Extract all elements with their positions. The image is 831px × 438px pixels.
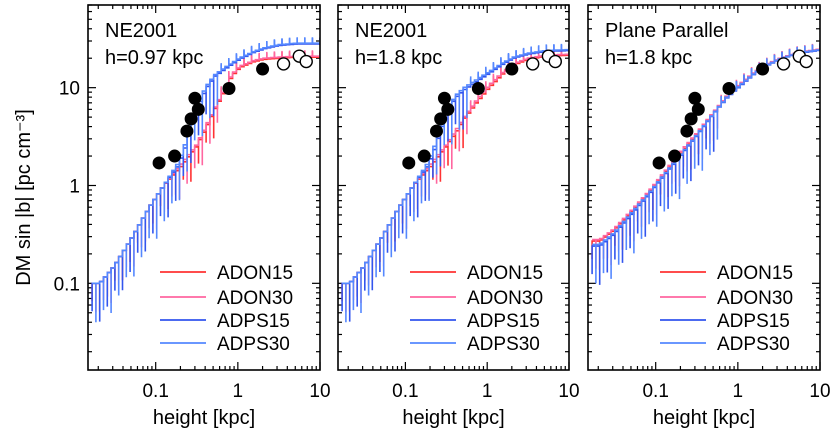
- data-point-filled: [223, 83, 235, 95]
- data-point-filled: [681, 125, 693, 137]
- x-tick-label: 0.1: [642, 381, 668, 402]
- data-point-filled: [757, 63, 769, 75]
- y-tick-label: 10: [59, 79, 80, 100]
- figure: 0.1 1 10 0.1 1 10 height [kpc] DM sin |b| [pc c…: [0, 0, 831, 438]
- data-point-filled: [153, 157, 165, 169]
- x-axis-label: height [kpc]: [653, 407, 755, 429]
- x-tick-label: 0.1: [392, 381, 418, 402]
- x-tick-label: 0.1: [142, 381, 168, 402]
- data-point-filled: [689, 92, 701, 104]
- panel-1: 0.1 1 10 0.1 1 10 height [kpc] DM sin |b| [pc c…: [13, 5, 331, 429]
- legend-label: ADPS30: [217, 334, 290, 355]
- legend-label: ADON15: [467, 263, 543, 284]
- series-line-adps30: [592, 43, 820, 283]
- data-point-open: [278, 58, 290, 70]
- data-point-filled: [723, 83, 735, 95]
- series-group: [592, 43, 820, 285]
- data-point-filled: [653, 157, 665, 169]
- data-point-filled: [189, 92, 201, 104]
- x-tick-label: 1: [482, 381, 493, 402]
- legend-label: ADON15: [217, 263, 293, 284]
- data-point-filled: [418, 150, 430, 162]
- legend-label: ADON30: [717, 288, 793, 309]
- data-point-filled: [669, 150, 681, 162]
- x-tick-label: 10: [558, 381, 579, 402]
- data-point-filled: [442, 103, 454, 115]
- x-tick-label: 1: [233, 381, 244, 402]
- data-point-filled: [181, 125, 193, 137]
- legend-label: ADPS30: [467, 334, 540, 355]
- legend-label: ADPS15: [467, 311, 540, 332]
- data-point-filled: [438, 92, 450, 104]
- legend-label: ADPS15: [717, 311, 790, 332]
- panel-title: NE2001: [355, 20, 427, 42]
- data-point-filled: [472, 83, 484, 95]
- legend-label: ADPS30: [717, 334, 790, 355]
- x-tick-label: 1: [733, 381, 744, 402]
- panel-subtitle: h=1.8 kpc: [355, 47, 442, 69]
- panel-subtitle: h=0.97 kpc: [105, 47, 203, 69]
- data-point-filled: [506, 63, 518, 75]
- panel-3: 0.1 1 10 height [kpc] Plane Parallel h=1.8 kp…: [588, 5, 831, 429]
- data-point-filled: [430, 125, 442, 137]
- data-point-filled: [192, 103, 204, 115]
- legend-label: ADON30: [467, 288, 543, 309]
- x-axis-label: height [kpc]: [153, 407, 255, 429]
- data-point-filled: [169, 150, 181, 162]
- data-point-open: [300, 56, 312, 68]
- data-point-filled: [257, 63, 269, 75]
- data-point-open: [549, 56, 561, 68]
- y-axis-label: DM sin |b| [pc cm⁻³]: [13, 109, 35, 286]
- panel-title: Plane Parallel: [605, 20, 728, 42]
- legend-label: ADPS15: [217, 311, 290, 332]
- x-tick-label: 10: [809, 381, 830, 402]
- panel-subtitle: h=1.8 kpc: [605, 47, 692, 69]
- x-axis-label: height [kpc]: [402, 407, 504, 429]
- data-point-open: [800, 56, 812, 68]
- data-point-open: [527, 58, 539, 70]
- data-point-filled: [692, 103, 704, 115]
- y-tick-label: 1: [69, 176, 80, 197]
- x-tick-label: 10: [309, 381, 330, 402]
- legend-label: ADON15: [717, 263, 793, 284]
- y-tick-label: 0.1: [54, 274, 80, 295]
- data-point-filled: [403, 157, 415, 169]
- panel-title: NE2001: [105, 20, 177, 42]
- legend-label: ADON30: [217, 288, 293, 309]
- data-point-open: [778, 58, 790, 70]
